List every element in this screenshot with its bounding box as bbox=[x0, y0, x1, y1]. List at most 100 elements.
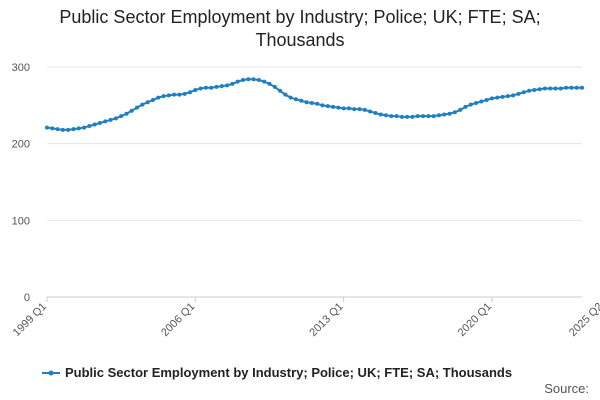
data-point bbox=[373, 111, 378, 115]
data-point bbox=[283, 92, 288, 97]
data-point bbox=[55, 127, 60, 132]
data-point bbox=[293, 97, 298, 102]
legend-label: Public Sector Employment by Industry; Po… bbox=[65, 365, 512, 380]
data-point bbox=[251, 77, 256, 82]
legend-swatch-marker bbox=[48, 370, 54, 376]
x-tick-label: 1999 Q1 bbox=[11, 301, 49, 339]
data-point bbox=[574, 85, 579, 90]
data-point bbox=[50, 126, 55, 131]
data-point bbox=[362, 107, 367, 112]
data-point bbox=[511, 93, 516, 98]
data-point bbox=[489, 96, 494, 101]
data-point bbox=[352, 107, 357, 112]
data-point bbox=[474, 101, 479, 106]
data-point bbox=[452, 110, 457, 115]
data-point bbox=[315, 101, 320, 106]
data-point bbox=[368, 109, 373, 114]
y-tick-label: 100 bbox=[12, 215, 30, 227]
data-point bbox=[442, 112, 447, 117]
data-point bbox=[516, 91, 521, 96]
data-point bbox=[495, 95, 500, 100]
y-axis-ticks: 0 100 200 300 bbox=[12, 62, 30, 304]
data-point bbox=[421, 114, 426, 119]
data-point bbox=[548, 86, 553, 91]
data-point bbox=[45, 125, 49, 130]
data-point bbox=[569, 85, 574, 90]
data-point bbox=[113, 116, 118, 121]
data-point bbox=[188, 90, 193, 95]
data-point bbox=[479, 99, 484, 104]
data-point bbox=[150, 97, 155, 102]
data-point bbox=[331, 104, 336, 109]
data-point bbox=[124, 111, 129, 116]
data-point bbox=[447, 111, 452, 116]
data-point bbox=[140, 102, 145, 107]
data-point bbox=[431, 114, 436, 119]
data-point bbox=[172, 92, 177, 97]
data-point bbox=[82, 125, 87, 130]
data-point bbox=[500, 94, 505, 99]
data-point bbox=[267, 81, 272, 86]
data-point bbox=[97, 120, 102, 125]
data-point bbox=[272, 84, 277, 89]
data-point bbox=[60, 127, 65, 132]
y-tick-label: 200 bbox=[12, 139, 30, 151]
x-tick-label: 2025 Q2 bbox=[567, 301, 600, 339]
series-line bbox=[46, 78, 582, 131]
x-tick-label: 2006 Q1 bbox=[159, 301, 197, 339]
data-point bbox=[405, 114, 410, 119]
data-point bbox=[537, 87, 542, 92]
data-point bbox=[182, 91, 187, 96]
chart-title: Public Sector Employment by Industry; Po… bbox=[0, 6, 600, 52]
data-point bbox=[235, 79, 240, 84]
data-point bbox=[156, 95, 161, 100]
data-point bbox=[87, 124, 92, 129]
data-point bbox=[415, 114, 420, 119]
y-tick-label: 0 bbox=[24, 292, 30, 304]
data-point bbox=[219, 84, 224, 89]
data-point bbox=[399, 114, 404, 119]
data-point bbox=[389, 114, 394, 119]
data-point bbox=[262, 79, 267, 84]
data-point bbox=[384, 113, 389, 118]
data-point bbox=[346, 106, 351, 111]
data-point bbox=[521, 90, 526, 95]
data-point bbox=[278, 88, 283, 93]
data-point bbox=[145, 100, 150, 105]
data-point bbox=[256, 78, 261, 83]
data-point bbox=[240, 78, 245, 83]
data-point bbox=[209, 85, 214, 90]
data-point bbox=[71, 127, 76, 132]
data-point bbox=[320, 103, 325, 108]
data-point bbox=[119, 114, 124, 119]
data-point bbox=[177, 92, 182, 97]
data-point bbox=[225, 83, 230, 88]
data-point bbox=[436, 113, 441, 118]
data-point bbox=[304, 100, 309, 105]
data-point bbox=[161, 94, 166, 99]
data-point bbox=[166, 93, 171, 98]
data-point bbox=[394, 114, 399, 119]
data-point bbox=[103, 119, 108, 124]
data-point bbox=[129, 108, 134, 113]
data-point bbox=[527, 88, 532, 93]
chart-title-line-1: Public Sector Employment by Industry; Po… bbox=[59, 7, 541, 27]
data-point bbox=[564, 85, 569, 90]
data-point bbox=[108, 117, 113, 122]
data-point bbox=[193, 88, 198, 92]
data-point bbox=[299, 98, 304, 103]
source-label: Source: bbox=[544, 381, 589, 396]
data-point bbox=[336, 105, 341, 110]
data-point bbox=[246, 77, 251, 82]
x-axis-ticks: 1999 Q1 2006 Q1 2013 Q1 2020 Q1 2025 Q2 bbox=[11, 297, 600, 339]
data-point bbox=[325, 104, 330, 109]
data-point bbox=[484, 97, 489, 102]
x-tick-label: 2020 Q1 bbox=[456, 301, 494, 339]
data-point bbox=[214, 84, 219, 89]
data-point bbox=[66, 127, 71, 132]
legend: Public Sector Employment by Industry; Po… bbox=[42, 365, 512, 380]
series-layer bbox=[45, 77, 584, 132]
data-point bbox=[309, 101, 314, 106]
data-point bbox=[341, 106, 346, 111]
